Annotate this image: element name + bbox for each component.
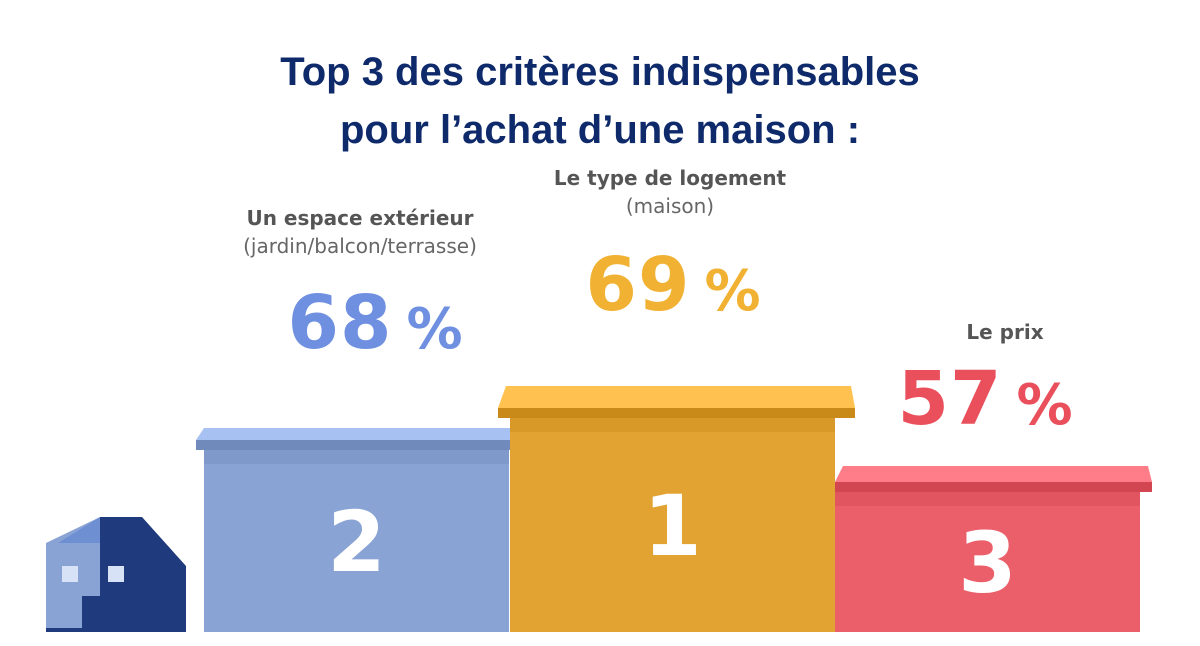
podium-cap-1: [498, 386, 855, 408]
podium-body-2: [204, 450, 509, 632]
podium-shadow-2: [204, 450, 509, 464]
rank-label-3: 3: [958, 514, 1016, 612]
data-label-69: 69%: [508, 242, 838, 328]
podium-cap-3: [835, 466, 1152, 482]
podium-bar-rank-3: 3: [835, 466, 1152, 632]
data-label-57-unit: %: [1016, 373, 1073, 438]
rank-label-2: 2: [327, 493, 385, 591]
data-label-69-value: 69: [585, 242, 691, 328]
podium-cap-2: [196, 428, 525, 440]
podium-bar-rank-2: 2: [196, 428, 525, 632]
podium-cap-edge-3: [835, 482, 1152, 492]
data-label-68: 68%: [210, 280, 540, 366]
podium-shadow-1: [510, 418, 835, 432]
podium-bar-rank-1: 1: [498, 386, 855, 632]
rank-label-1: 1: [643, 477, 701, 575]
data-label-69-unit: %: [704, 259, 761, 324]
category-label-3: Le prix: [890, 318, 1120, 346]
category-label-2-sub: (jardin/balcon/terrasse): [243, 234, 477, 258]
podium-cap-edge-1: [498, 408, 855, 418]
data-label-57-value: 57: [897, 356, 1003, 442]
category-label-1-sub: (maison): [625, 194, 715, 218]
data-label-68-unit: %: [406, 297, 463, 362]
category-label-1: Le type de logement (maison): [500, 164, 840, 220]
data-label-68-value: 68: [287, 280, 393, 366]
data-label-57: 57%: [840, 356, 1130, 442]
category-label-2-main: Un espace extérieur: [246, 206, 474, 230]
house-icon: [46, 517, 186, 632]
podium-cap-edge-2: [196, 440, 525, 450]
podium-body-1: [510, 418, 835, 632]
category-label-1-main: Le type de logement: [553, 166, 787, 190]
podium-shadow-3: [835, 492, 1140, 506]
podium-body-3: [835, 492, 1140, 632]
category-label-2: Un espace extérieur (jardin/balcon/terra…: [190, 204, 530, 260]
category-label-3-main: Le prix: [966, 320, 1044, 344]
chart-title-line-2: pour l’achat d’une maison :: [339, 108, 861, 152]
chart-title-line-1: Top 3 des critères indispensables: [280, 50, 920, 94]
